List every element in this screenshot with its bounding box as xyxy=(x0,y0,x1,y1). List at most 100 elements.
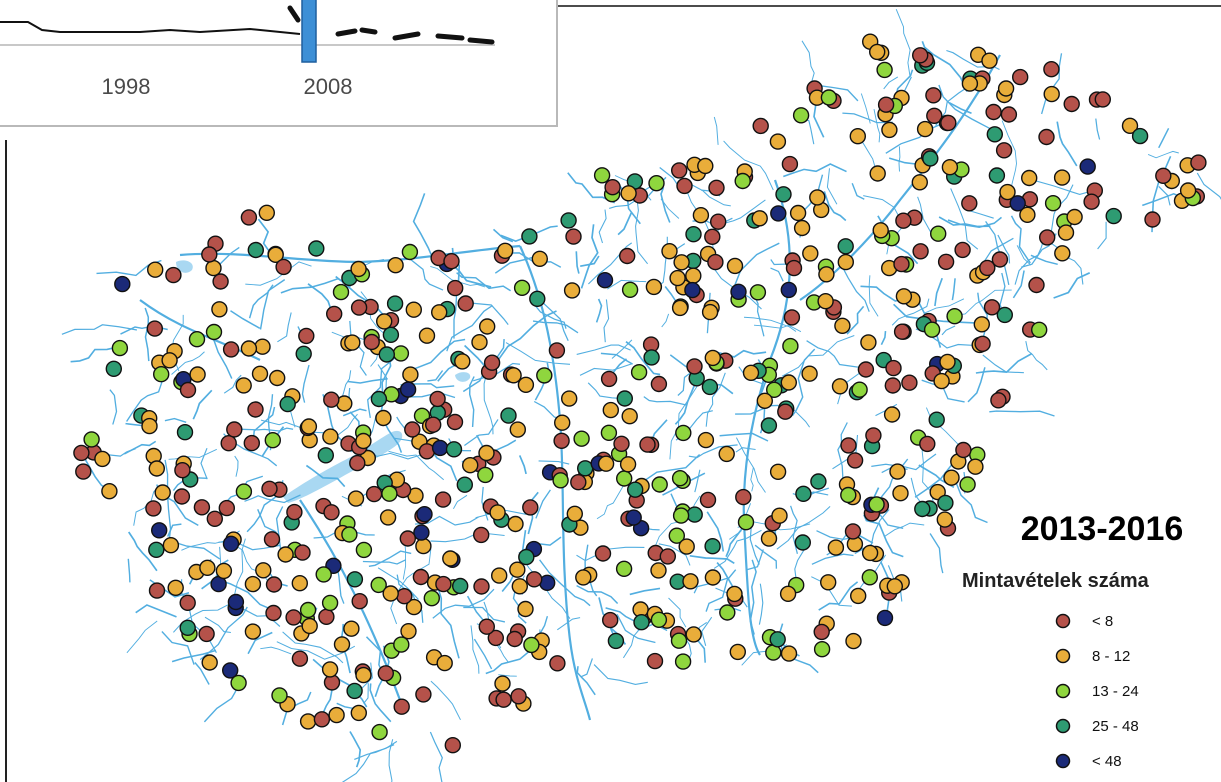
station-marker xyxy=(792,107,810,124)
station-marker xyxy=(509,421,526,438)
station-marker xyxy=(671,299,689,317)
station-marker xyxy=(895,212,912,229)
station-marker xyxy=(676,177,693,195)
river-tributary xyxy=(891,298,930,326)
station-marker xyxy=(925,87,942,104)
station-marker xyxy=(328,706,345,724)
station-marker xyxy=(212,273,229,290)
river-tributary xyxy=(692,184,731,207)
station-marker xyxy=(552,472,569,489)
river-tributary xyxy=(898,146,901,172)
river-tributary xyxy=(917,196,934,237)
station-marker xyxy=(834,317,851,334)
station-marker xyxy=(684,281,701,299)
station-marker xyxy=(452,577,469,595)
station-marker xyxy=(218,499,236,517)
station-marker xyxy=(154,484,171,501)
station-marker xyxy=(1054,245,1071,262)
river-tributary xyxy=(247,631,273,655)
station-marker xyxy=(393,698,410,715)
station-marker xyxy=(577,460,594,477)
station-marker xyxy=(809,189,826,206)
station-marker xyxy=(205,323,223,341)
river-tributary xyxy=(257,218,270,251)
river-tributary xyxy=(377,567,419,600)
station-marker xyxy=(996,306,1013,324)
river-tributary xyxy=(705,569,737,612)
river-tributary xyxy=(967,209,994,219)
river-tributary xyxy=(342,408,367,417)
station-marker xyxy=(669,269,686,287)
station-marker xyxy=(443,253,460,270)
station-marker xyxy=(165,266,182,284)
station-marker xyxy=(820,89,838,106)
stations-layer xyxy=(73,33,1207,754)
station-marker xyxy=(926,107,943,125)
station-marker xyxy=(267,246,284,264)
station-marker xyxy=(227,593,245,611)
station-marker xyxy=(785,259,803,277)
station-marker xyxy=(1028,276,1045,294)
station-marker xyxy=(933,372,950,390)
station-marker xyxy=(254,338,271,355)
river-tributary xyxy=(242,427,294,432)
river-tributary xyxy=(871,453,937,471)
station-marker xyxy=(479,318,496,335)
river-tributary xyxy=(982,354,1024,374)
river-tributary xyxy=(194,662,210,685)
station-marker xyxy=(350,260,367,278)
station-marker xyxy=(536,367,553,384)
legend-swatch xyxy=(1055,683,1071,699)
station-marker xyxy=(347,490,365,507)
station-marker xyxy=(939,353,956,371)
station-marker xyxy=(495,691,512,708)
station-marker xyxy=(661,242,678,260)
station-marker xyxy=(844,523,862,540)
river-tributary xyxy=(539,559,591,607)
station-marker xyxy=(593,167,611,184)
station-marker xyxy=(152,366,170,383)
river-tributary xyxy=(127,558,131,583)
river-tributary xyxy=(107,448,136,457)
river-tributary xyxy=(1001,120,1017,186)
station-marker xyxy=(189,366,206,383)
station-marker xyxy=(271,687,288,704)
station-marker xyxy=(416,506,433,523)
station-marker xyxy=(198,625,215,643)
river-tributary xyxy=(694,469,701,493)
station-marker xyxy=(382,326,400,343)
river-tributary xyxy=(668,597,687,628)
river-tributary xyxy=(61,324,138,335)
river-tributary xyxy=(1196,172,1221,200)
river-tributary xyxy=(612,358,628,373)
river-tributary xyxy=(70,346,116,363)
river-tributary xyxy=(535,489,551,519)
river-tributary xyxy=(567,172,616,204)
station-marker xyxy=(370,390,388,408)
station-marker xyxy=(105,360,123,377)
station-marker xyxy=(75,463,92,480)
river-tributary xyxy=(435,580,460,659)
river-tributary xyxy=(452,494,468,510)
station-marker xyxy=(326,305,343,323)
station-marker xyxy=(914,500,931,518)
station-marker xyxy=(446,413,464,431)
station-marker xyxy=(526,571,543,588)
station-marker xyxy=(146,261,164,278)
station-marker xyxy=(201,654,218,671)
inset-chart: 1998 2008 xyxy=(0,0,558,127)
station-marker xyxy=(230,674,247,692)
station-marker xyxy=(726,585,743,603)
station-marker xyxy=(912,47,929,64)
river-tributary xyxy=(749,559,757,635)
station-marker xyxy=(513,279,531,296)
river-tributary xyxy=(997,234,1011,264)
station-marker xyxy=(752,117,769,135)
station-marker xyxy=(418,327,436,344)
station-marker xyxy=(648,174,665,192)
station-marker xyxy=(318,608,335,625)
river-tributary xyxy=(677,369,695,396)
legend-title: Mintavételek száma xyxy=(962,570,1150,592)
river-tributary xyxy=(171,351,205,375)
station-marker xyxy=(604,178,621,196)
